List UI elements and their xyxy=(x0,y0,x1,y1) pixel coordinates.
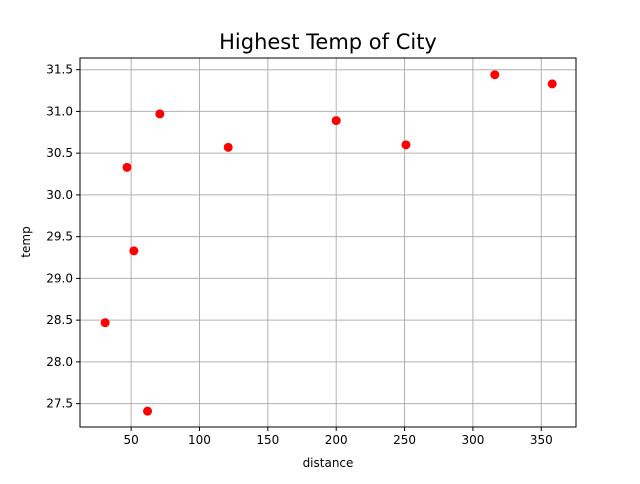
y-tick-label: 28.5 xyxy=(46,313,73,327)
scatter-point xyxy=(100,318,110,328)
y-tick-label: 28.0 xyxy=(46,355,73,369)
scatter-point xyxy=(490,70,500,80)
y-tick-label: 31.5 xyxy=(46,63,73,77)
x-axis-label: distance xyxy=(303,456,354,470)
y-tick-label: 30.5 xyxy=(46,146,73,160)
ticks-layer: 50 100 150 200 250 300 350 27.5 28.0 28.5 29.0 29.5… xyxy=(46,63,552,447)
x-tick-label: 200 xyxy=(325,433,348,447)
chart-title: Highest Temp of City xyxy=(219,30,437,54)
scatter-point xyxy=(155,109,165,119)
x-tick-label: 300 xyxy=(461,433,484,447)
y-axis-label: temp xyxy=(19,226,33,257)
scatter-point xyxy=(401,140,411,150)
y-tick-label: 29.0 xyxy=(46,271,73,285)
scatter-point xyxy=(331,116,341,126)
x-tick-label: 350 xyxy=(530,433,553,447)
x-tick-label: 100 xyxy=(188,433,211,447)
y-tick-label: 31.0 xyxy=(46,104,73,118)
scatter-point xyxy=(223,142,233,152)
scatter-point xyxy=(143,406,153,416)
scatter-point xyxy=(547,79,557,89)
plot-frame xyxy=(79,57,577,428)
y-tick-label: 27.5 xyxy=(46,397,73,411)
y-tick-label: 29.5 xyxy=(46,230,73,244)
x-tick-label: 50 xyxy=(123,433,138,447)
grid-layer xyxy=(80,58,576,427)
x-tick-label: 250 xyxy=(393,433,416,447)
scatter-point xyxy=(122,162,132,172)
points-layer xyxy=(100,70,557,416)
scatter-point xyxy=(129,246,139,256)
x-tick-label: 150 xyxy=(256,433,279,447)
y-tick-label: 30.0 xyxy=(46,188,73,202)
